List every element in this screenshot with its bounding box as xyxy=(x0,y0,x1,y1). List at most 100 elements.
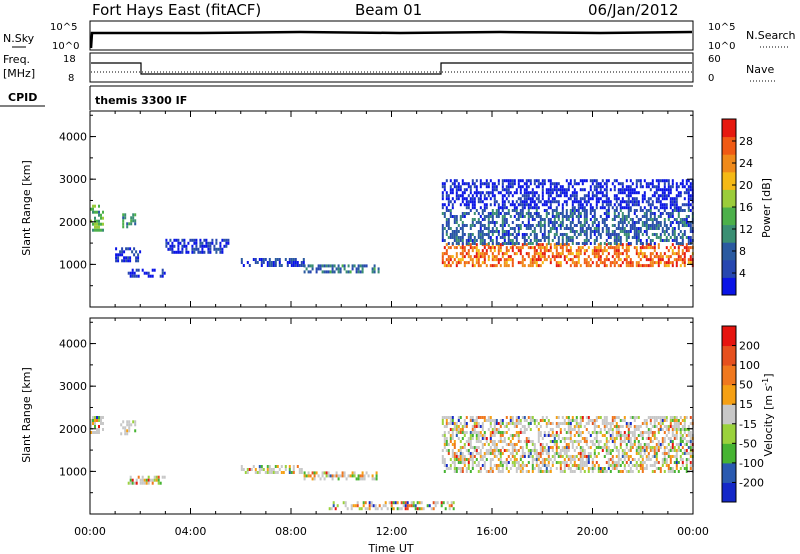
data-cell xyxy=(499,236,502,239)
data-cell xyxy=(511,261,514,265)
data-cell xyxy=(621,221,624,224)
data-cell xyxy=(637,255,640,259)
data-cell xyxy=(205,238,208,242)
data-cell xyxy=(547,431,550,434)
data-cell xyxy=(199,241,202,245)
data-cell xyxy=(593,455,596,458)
data-cell xyxy=(491,467,494,470)
data-cell xyxy=(246,261,249,264)
data-cell xyxy=(541,243,544,247)
data-cell xyxy=(127,247,130,251)
data-cell xyxy=(497,191,500,195)
data-cell xyxy=(128,426,131,430)
data-cell xyxy=(332,501,335,505)
data-cell xyxy=(629,431,632,434)
data-cell xyxy=(613,261,616,265)
data-cell xyxy=(487,191,490,195)
data-cell xyxy=(555,252,558,256)
data-cell xyxy=(467,252,470,256)
cpid-value: themis 3300 IF xyxy=(95,94,187,107)
colorbar-swatch xyxy=(722,404,736,425)
data-cell xyxy=(655,443,658,446)
data-cell xyxy=(467,200,470,204)
data-cell xyxy=(473,239,476,242)
data-cell xyxy=(557,446,560,449)
data-cell xyxy=(487,182,490,186)
data-cell xyxy=(451,242,454,245)
data-cell xyxy=(603,218,606,221)
data-cell xyxy=(623,206,626,210)
data-cell xyxy=(639,185,642,189)
data-cell xyxy=(459,467,462,470)
data-cell xyxy=(667,182,670,186)
data-cell xyxy=(449,264,452,268)
data-cell xyxy=(633,443,636,446)
data-cell xyxy=(669,416,672,419)
data-cell xyxy=(541,452,544,455)
data-cell xyxy=(649,203,652,207)
data-cell xyxy=(657,224,660,227)
data-cell xyxy=(635,179,638,183)
data-cell xyxy=(455,452,458,455)
data-cell xyxy=(623,449,626,452)
data-cell xyxy=(635,446,638,449)
data-cell xyxy=(621,212,624,215)
data-cell xyxy=(601,470,604,473)
data-cell xyxy=(659,467,662,470)
data-cell xyxy=(625,239,628,242)
data-cell xyxy=(124,429,127,433)
data-cell xyxy=(555,188,558,192)
data-cell xyxy=(619,258,622,262)
data-cell xyxy=(497,258,500,262)
data-cell xyxy=(561,252,564,256)
data-cell xyxy=(557,422,560,425)
data-cell xyxy=(345,477,348,481)
data-cell xyxy=(332,504,335,508)
data-cell xyxy=(242,264,245,267)
data-cell xyxy=(197,247,200,251)
data-cell xyxy=(359,264,362,268)
data-cell xyxy=(370,501,373,505)
data-cell xyxy=(92,422,94,425)
data-cell xyxy=(675,443,678,446)
data-cell xyxy=(453,246,456,250)
data-cell xyxy=(567,252,570,256)
data-cell xyxy=(567,197,570,201)
data-cell xyxy=(597,197,600,201)
data-cell xyxy=(561,218,564,221)
data-cell xyxy=(597,221,600,224)
data-cell xyxy=(499,191,502,195)
data-cell xyxy=(469,188,472,192)
data-cell xyxy=(651,185,654,189)
data-cell xyxy=(499,440,502,443)
data-cell xyxy=(677,449,680,452)
data-cell xyxy=(100,419,102,422)
data-cell xyxy=(505,431,508,434)
data-cell xyxy=(599,188,602,192)
data-cell xyxy=(141,475,144,479)
data-cell xyxy=(465,203,468,207)
data-cell xyxy=(459,252,462,256)
data-cell xyxy=(523,416,526,419)
data-cell xyxy=(485,233,488,236)
data-cell xyxy=(523,191,526,195)
data-cell xyxy=(651,446,654,449)
data-cell xyxy=(266,261,269,264)
data-cell xyxy=(364,507,367,511)
data-cell xyxy=(611,431,614,434)
data-cell xyxy=(280,264,283,267)
data-cell xyxy=(94,431,96,434)
data-cell xyxy=(541,416,544,419)
data-cell xyxy=(321,474,324,478)
data-cell xyxy=(593,246,596,250)
data-cell xyxy=(404,504,407,508)
data-cell xyxy=(457,431,460,434)
data-cell xyxy=(655,446,658,449)
data-cell xyxy=(215,238,218,242)
data-cell xyxy=(363,474,366,478)
data-cell xyxy=(479,449,482,452)
data-cell xyxy=(511,203,514,207)
data-cell xyxy=(551,461,554,464)
data-cell xyxy=(167,247,170,251)
data-cell xyxy=(473,246,476,250)
